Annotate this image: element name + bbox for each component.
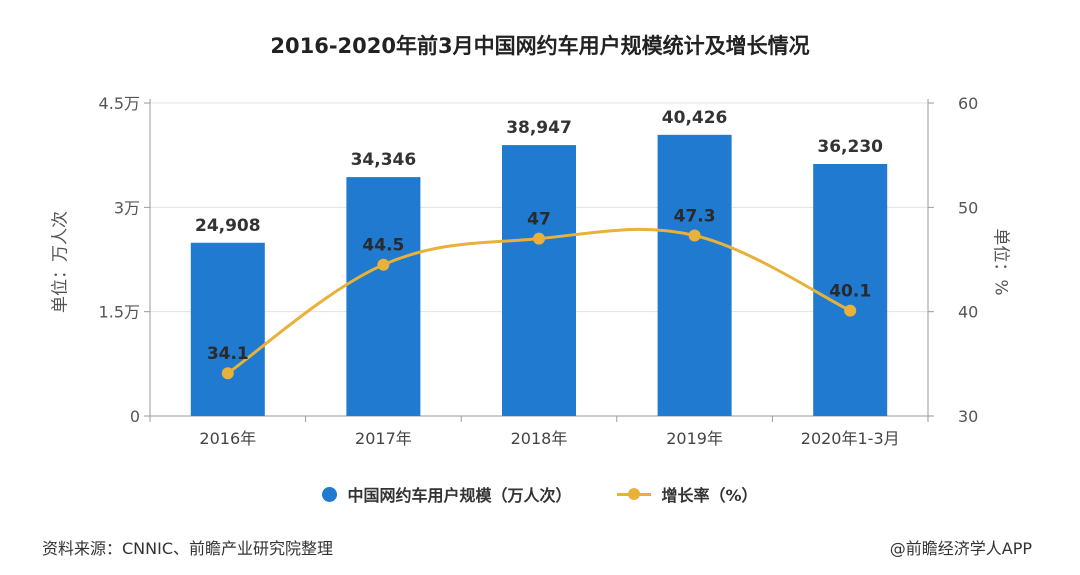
growth-value-label: 40.1 xyxy=(829,282,871,302)
legend-line-label: 增长率（%） xyxy=(661,486,758,505)
bar xyxy=(190,242,265,416)
y-axis-right-title: 单位：% xyxy=(990,228,1011,296)
x-tick-label: 2019年 xyxy=(666,429,723,448)
chart-title: 2016-2020年前3月中国网约车用户规模统计及增长情况 xyxy=(270,34,810,58)
legend-line-swatch xyxy=(617,487,652,500)
legend: 中国网约车用户规模（万人次） 增长率（%） xyxy=(0,482,1080,506)
legend-bar-swatch xyxy=(322,486,338,502)
x-tick-label: 2016年 xyxy=(199,429,256,448)
bar xyxy=(346,177,421,416)
legend-bar-label: 中国网约车用户规模（万人次） xyxy=(347,486,572,505)
bar xyxy=(502,145,576,416)
y-left-tick-label: 4.5万 xyxy=(99,94,140,113)
y-left-tick-label: 0 xyxy=(130,407,140,426)
bar-value-label: 24,908 xyxy=(195,216,261,236)
growth-point xyxy=(221,367,234,380)
y-right-tick-label: 40 xyxy=(958,303,978,322)
y-left-tick-label: 3万 xyxy=(114,198,140,217)
bar-value-label: 36,230 xyxy=(817,137,883,157)
growth-value-label: 34.1 xyxy=(207,344,249,364)
growth-value-label: 47 xyxy=(527,210,551,230)
x-tick-label: 2018年 xyxy=(511,429,568,448)
growth-point xyxy=(844,304,857,317)
growth-value-label: 47.3 xyxy=(674,207,716,227)
bar-value-label: 40,426 xyxy=(662,108,728,128)
legend-item-bar: 中国网约车用户规模（万人次） xyxy=(322,482,571,506)
bar xyxy=(813,164,888,416)
growth-point xyxy=(533,232,545,245)
bar xyxy=(657,134,732,417)
y-left-tick-label: 1.5万 xyxy=(99,303,140,322)
legend-item-line: 增长率（%） xyxy=(617,482,758,506)
bar-value-label: 38,947 xyxy=(506,118,572,138)
y-right-tick-label: 50 xyxy=(958,198,978,217)
growth-point xyxy=(377,258,390,271)
source-note: 资料来源：CNNIC、前瞻产业研究院整理 xyxy=(42,539,334,558)
bar-value-label: 34,346 xyxy=(351,150,417,170)
x-tick-label: 2020年1-3月 xyxy=(801,429,900,448)
y-axis-left-title: 单位：万人次 xyxy=(50,211,71,313)
brand-credit: @前瞻经济学人APP xyxy=(889,539,1032,558)
growth-value-label: 44.5 xyxy=(362,236,404,256)
y-right-tick-label: 30 xyxy=(958,407,978,426)
x-tick-label: 2017年 xyxy=(355,429,412,448)
growth-point xyxy=(688,229,701,242)
y-right-tick-label: 60 xyxy=(958,94,978,113)
